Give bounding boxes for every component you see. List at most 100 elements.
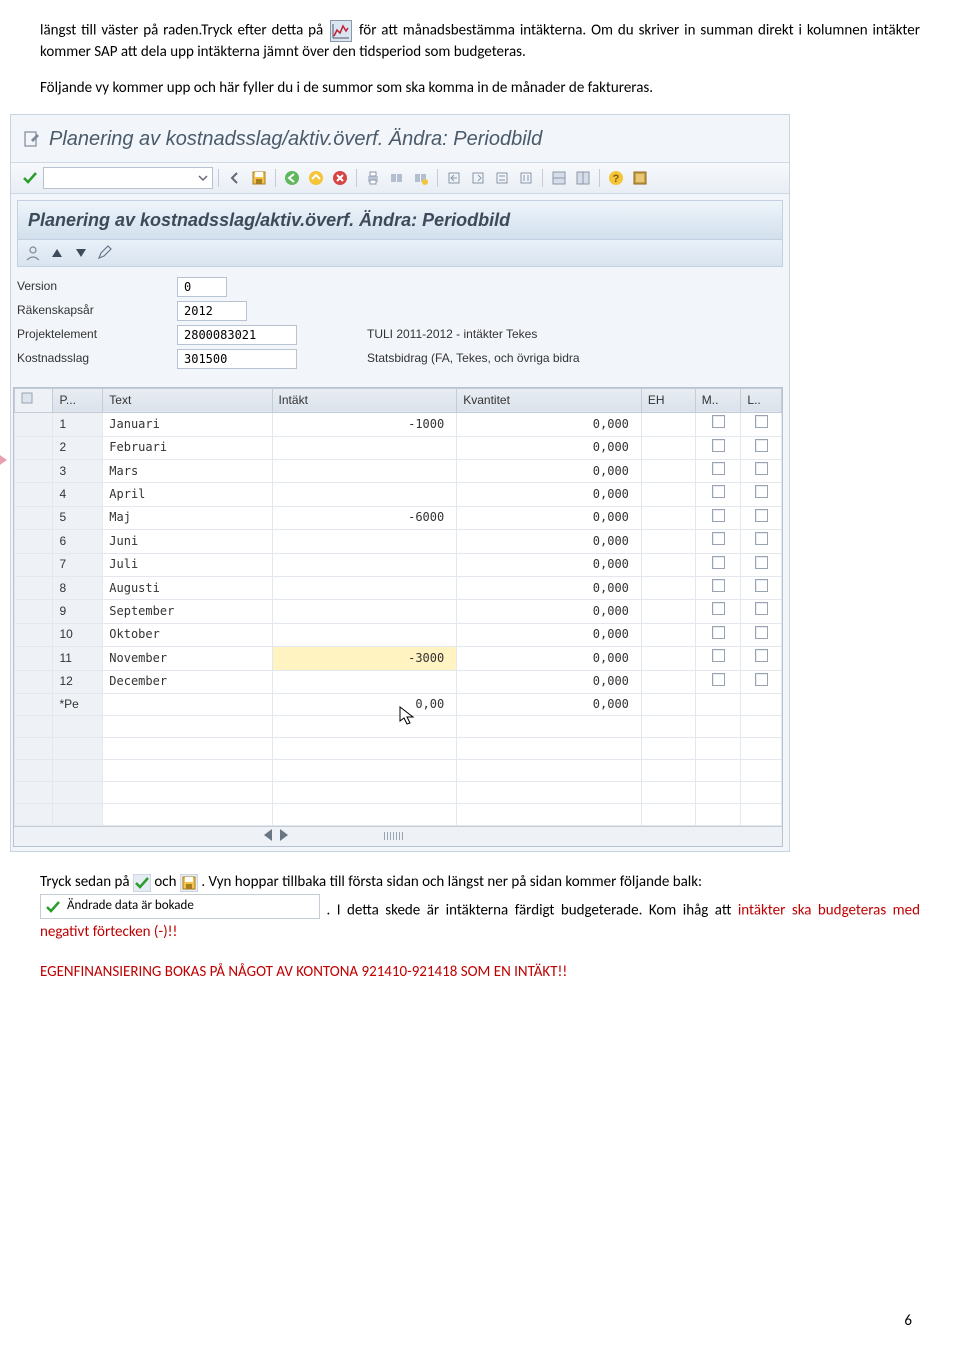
row-kvant[interactable]: 0,000 [457,623,642,646]
row-eh[interactable] [641,413,695,436]
row-eh[interactable] [641,436,695,459]
row-chk-l[interactable] [741,553,782,576]
row-eh[interactable] [641,670,695,693]
row-chk-l[interactable] [741,506,782,529]
row-select[interactable] [15,460,53,483]
grid-header-select[interactable] [15,388,53,412]
row-chk-m[interactable] [695,553,741,576]
row-chk-m[interactable] [695,670,741,693]
row-intakt[interactable] [272,623,457,646]
grid-header-period[interactable]: P... [53,388,103,412]
row-select[interactable] [15,413,53,436]
find-next-icon[interactable] [410,167,432,189]
grid-header-l[interactable]: L.. [741,388,782,412]
row-chk-l[interactable] [741,577,782,600]
row-eh[interactable] [641,694,695,716]
row-chk-l[interactable] [741,530,782,553]
nav-up-icon[interactable] [305,167,327,189]
next-page-icon[interactable] [491,167,513,189]
row-eh[interactable] [641,623,695,646]
prev-page-icon[interactable] [467,167,489,189]
table-row[interactable]: 10Oktober0,000 [15,623,782,646]
row-kvant[interactable]: 0,000 [457,600,642,623]
row-chk-l[interactable] [741,436,782,459]
triangle-down-icon[interactable] [72,244,90,262]
version-input[interactable] [177,277,227,297]
table-row[interactable]: 2Februari0,000 [15,436,782,459]
row-eh[interactable] [641,647,695,670]
cost-input[interactable] [177,349,297,369]
row-intakt[interactable]: -3000 [272,647,457,670]
row-eh[interactable] [641,600,695,623]
find-icon[interactable] [386,167,408,189]
layout1-icon[interactable] [548,167,570,189]
table-row[interactable]: 12December0,000 [15,670,782,693]
row-chk-l[interactable] [741,694,782,716]
table-row[interactable]: 4April0,000 [15,483,782,506]
grid-header-text[interactable]: Text [103,388,272,412]
cancel-icon[interactable] [329,167,351,189]
row-kvant[interactable]: 0,000 [457,694,642,716]
layout2-icon[interactable] [572,167,594,189]
row-select[interactable] [15,506,53,529]
row-chk-l[interactable] [741,670,782,693]
row-eh[interactable] [641,553,695,576]
pencil-icon[interactable] [96,244,114,262]
scroll-grip-icon[interactable] [384,832,404,840]
row-kvant[interactable]: 0,000 [457,670,642,693]
table-row[interactable]: 6Juni0,000 [15,530,782,553]
last-page-icon[interactable] [515,167,537,189]
row-chk-m[interactable] [695,483,741,506]
table-row[interactable]: 5Maj-60000,000 [15,506,782,529]
row-intakt[interactable] [272,577,457,600]
table-row[interactable]: 3Mars0,000 [15,460,782,483]
row-kvant[interactable]: 0,000 [457,413,642,436]
row-chk-m[interactable] [695,600,741,623]
row-chk-l[interactable] [741,600,782,623]
row-intakt[interactable]: -1000 [272,413,457,436]
table-row[interactable]: 9September0,000 [15,600,782,623]
table-row[interactable]: *Pe0,000,000 [15,694,782,716]
row-kvant[interactable]: 0,000 [457,483,642,506]
help-icon[interactable]: ? [605,167,627,189]
row-chk-m[interactable] [695,647,741,670]
grid-header-m[interactable]: M.. [695,388,741,412]
row-select[interactable] [15,600,53,623]
row-chk-l[interactable] [741,647,782,670]
row-eh[interactable] [641,577,695,600]
proj-input[interactable] [177,325,297,345]
row-chk-l[interactable] [741,483,782,506]
check-icon[interactable] [19,167,41,189]
row-eh[interactable] [641,530,695,553]
row-intakt[interactable] [272,600,457,623]
scroll-right-icon[interactable] [280,829,288,841]
grid-scrollbar[interactable] [14,826,782,846]
row-intakt[interactable] [272,530,457,553]
row-select[interactable] [15,436,53,459]
row-chk-m[interactable] [695,506,741,529]
row-chk-m[interactable] [695,436,741,459]
table-row[interactable]: 8Augusti0,000 [15,577,782,600]
row-kvant[interactable]: 0,000 [457,577,642,600]
row-intakt[interactable] [272,670,457,693]
row-kvant[interactable]: 0,000 [457,506,642,529]
row-eh[interactable] [641,506,695,529]
row-intakt[interactable] [272,553,457,576]
row-eh[interactable] [641,460,695,483]
row-select[interactable] [15,483,53,506]
row-kvant[interactable]: 0,000 [457,530,642,553]
save-icon[interactable] [248,167,270,189]
toolbar-dropdown[interactable] [43,167,213,189]
row-chk-m[interactable] [695,460,741,483]
row-kvant[interactable]: 0,000 [457,553,642,576]
row-eh[interactable] [641,483,695,506]
row-intakt[interactable] [272,483,457,506]
table-row[interactable]: 1Januari-10000,000 [15,413,782,436]
row-chk-m[interactable] [695,623,741,646]
row-chk-l[interactable] [741,623,782,646]
row-select[interactable] [15,623,53,646]
row-select[interactable] [15,577,53,600]
year-input[interactable] [177,301,247,321]
row-kvant[interactable]: 0,000 [457,647,642,670]
row-kvant[interactable]: 0,000 [457,436,642,459]
